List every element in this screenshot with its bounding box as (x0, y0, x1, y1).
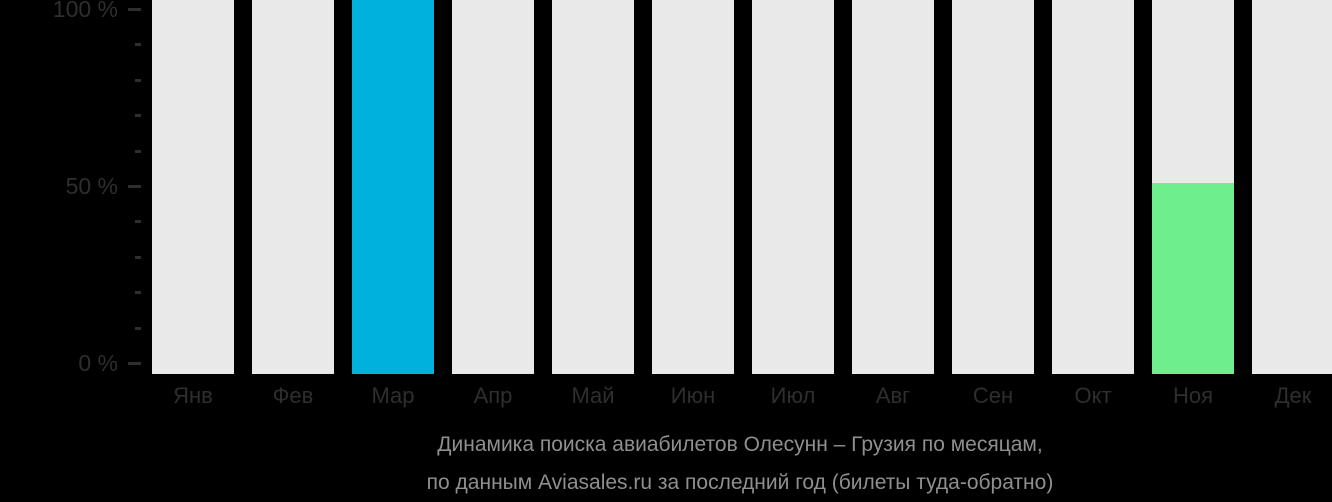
x-axis-label-Сен: Сен (972, 383, 1014, 408)
y-axis-label: 0 % (78, 350, 118, 376)
x-axis-label-Апр: Апр (473, 383, 513, 408)
y-axis-label: 50 % (65, 173, 118, 199)
y-axis-minor-tick (135, 114, 141, 118)
x-axis-label-Мар: Мар (371, 383, 415, 408)
y-axis-minor-tick (135, 291, 141, 295)
y-axis-minor-tick (135, 78, 141, 82)
y-axis-minor-tick (135, 43, 141, 47)
chart-caption-line-2: по данным Aviasales.ru за последний год … (426, 471, 1054, 494)
month-background-column (1252, 0, 1332, 374)
value-bar-Мар (352, 0, 434, 374)
x-axis-label-Фев: Фев (272, 383, 314, 408)
chart-caption-line-1: Динамика поиска авиабилетов Олесунн – Гр… (437, 433, 1043, 456)
y-axis-minor-tick (135, 220, 141, 224)
month-background-column (852, 0, 934, 374)
y-axis-minor-tick (135, 149, 141, 153)
month-background-column (1052, 0, 1134, 374)
month-background-column (452, 0, 534, 374)
y-axis-label: 100 % (52, 0, 118, 22)
y-axis-major-tick (128, 185, 141, 188)
x-axis-label-Ноя: Ноя (1172, 383, 1214, 408)
x-axis-label-Авг: Авг (875, 383, 911, 408)
x-axis-label-Дек: Дек (1274, 383, 1312, 408)
value-bar-Ноя (1152, 183, 1234, 374)
y-axis-major-tick (128, 8, 141, 11)
month-background-column (152, 0, 234, 374)
x-axis-label-Май: Май (571, 383, 615, 408)
month-background-column (552, 0, 634, 374)
y-axis-major-tick (128, 362, 141, 365)
y-axis-minor-tick (135, 255, 141, 259)
x-axis-label-Янв: Янв (173, 383, 213, 408)
x-axis-label-Июл: Июл (770, 383, 816, 408)
x-axis-label-Окт: Окт (1074, 383, 1112, 408)
y-axis-minor-tick (135, 326, 141, 330)
month-background-column (652, 0, 734, 374)
month-background-column (252, 0, 334, 374)
x-axis-label-Июн: Июн (670, 383, 716, 408)
month-background-column (752, 0, 834, 374)
month-background-column (952, 0, 1034, 374)
